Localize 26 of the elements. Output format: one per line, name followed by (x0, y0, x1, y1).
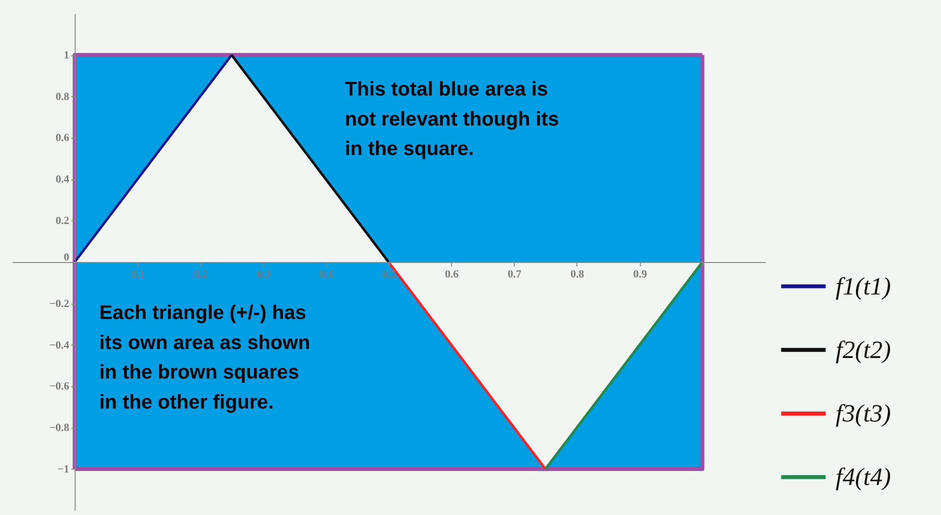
y-tick-label: 0.6 (56, 132, 70, 144)
y-tick-label: −0.8 (49, 422, 70, 434)
y-tick-label: 0.2 (56, 215, 70, 228)
legend-label: f1(t1) (836, 273, 891, 300)
legend-label: f4(t4) (836, 464, 891, 492)
x-tick-label: 0.1 (131, 268, 145, 280)
x-tick-label: 0.8 (570, 268, 585, 280)
x-tick-label: 0.4 (319, 268, 334, 280)
y-tick-label: 1 (64, 49, 70, 62)
y-tick-label: −0.2 (49, 298, 70, 310)
x-tick-label: 0.3 (256, 268, 271, 280)
y-tick-label: 0.4 (56, 174, 70, 186)
y-tick-label: −0.4 (49, 339, 70, 352)
x-tick-label: 0.7 (508, 268, 522, 280)
legend-label: f3(t3) (836, 400, 891, 428)
legend-label: f2(t2) (836, 336, 891, 364)
x-tick-label: 0.2 (194, 268, 208, 280)
x-tick-label: 0.6 (444, 268, 460, 280)
y-tick-label: −1 (58, 463, 70, 476)
y-tick-label: −0.6 (49, 380, 70, 393)
y-tick-label: 0 (64, 251, 70, 264)
x-tick-label: 0.9 (633, 268, 648, 280)
annotation: This total blue area is not relevant though its in the square. (344, 78, 559, 160)
x-tick-label: 0.5 (382, 268, 396, 280)
y-tick-label: 0.8 (56, 90, 70, 103)
annotation: Each triangle (+/-) has its own area as shown in the brown squares in the other figure. (99, 302, 310, 414)
